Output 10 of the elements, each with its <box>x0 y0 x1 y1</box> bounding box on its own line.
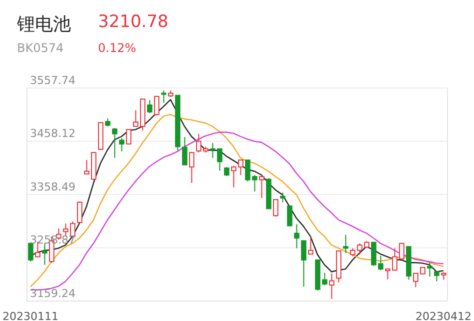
x-tick-label: 20230412 <box>416 310 472 321</box>
y-tick-label: 3358.49 <box>30 180 76 194</box>
y-tick-label: 3458.12 <box>30 127 76 140</box>
chart-title: 锂电池 <box>17 13 71 36</box>
text: 3210.78 <box>98 12 168 32</box>
y-tick-label: 3557.74 <box>30 74 76 87</box>
chart-subtitle: BK0574 <box>17 41 64 55</box>
x-tick-label: 20230111 <box>2 310 58 321</box>
text: 0.12% <box>98 41 136 55</box>
y-tick-label: 3159.24 <box>30 287 76 300</box>
